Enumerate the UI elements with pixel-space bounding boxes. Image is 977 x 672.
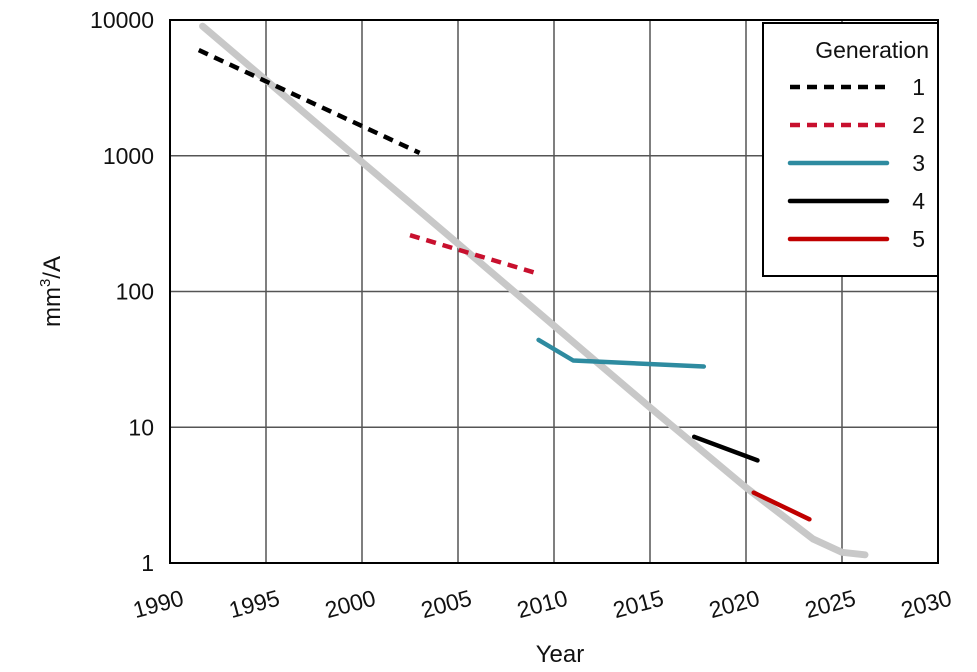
x-tick-label: 2005 — [418, 585, 474, 623]
series-line-generation-2 — [409, 233, 540, 276]
x-tick-label: 2000 — [322, 585, 378, 623]
series-line-generation-3 — [536, 337, 707, 369]
x-tick-label: 2020 — [706, 585, 762, 623]
y-tick-label: 100 — [116, 279, 154, 305]
y-axis-title-superscript: 3 — [37, 279, 54, 287]
y-tick-label: 10000 — [90, 7, 154, 33]
legend-items: 1 2 3 4 5 — [787, 74, 925, 252]
legend: Generation 1 2 3 4 5 — [762, 22, 939, 277]
y-axis-title-base: mm — [39, 287, 66, 327]
legend-label-2: 2 — [912, 112, 925, 138]
x-tick-labels: 1990 1995 2000 2005 2010 2015 2020 2025 2030 — [130, 585, 954, 623]
x-axis-title: Year — [536, 641, 585, 668]
legend-label-5: 5 — [912, 226, 925, 252]
series-line-generation-4 — [691, 434, 760, 463]
series-group — [197, 48, 812, 522]
y-tick-label: 1000 — [103, 143, 154, 169]
x-tick-label: 2030 — [898, 585, 954, 623]
series-line-generation-5 — [751, 490, 812, 522]
x-tick-label: 2025 — [802, 585, 858, 623]
legend-label-1: 1 — [912, 74, 925, 100]
legend-box — [762, 22, 939, 277]
plot-frame — [169, 19, 939, 564]
trend-line — [199, 22, 869, 559]
y-tick-labels: 1 10 100 1000 10000 — [90, 7, 154, 576]
y-axis-title: mm3/A — [37, 256, 66, 327]
x-tick-label: 1990 — [130, 585, 186, 623]
trend-line-group — [199, 22, 869, 559]
legend-label-3: 3 — [912, 150, 925, 176]
x-tick-label: 1995 — [226, 585, 282, 623]
y-axis-title-tail: /A — [39, 256, 66, 279]
series-line-generation-1 — [197, 48, 421, 155]
y-tick-label: 1 — [141, 550, 154, 576]
y-tick-label: 10 — [128, 414, 154, 440]
legend-title: Generation — [815, 37, 929, 63]
legend-label-4: 4 — [912, 188, 925, 214]
x-tick-label: 2015 — [610, 585, 666, 623]
x-tick-label: 2010 — [514, 585, 570, 623]
